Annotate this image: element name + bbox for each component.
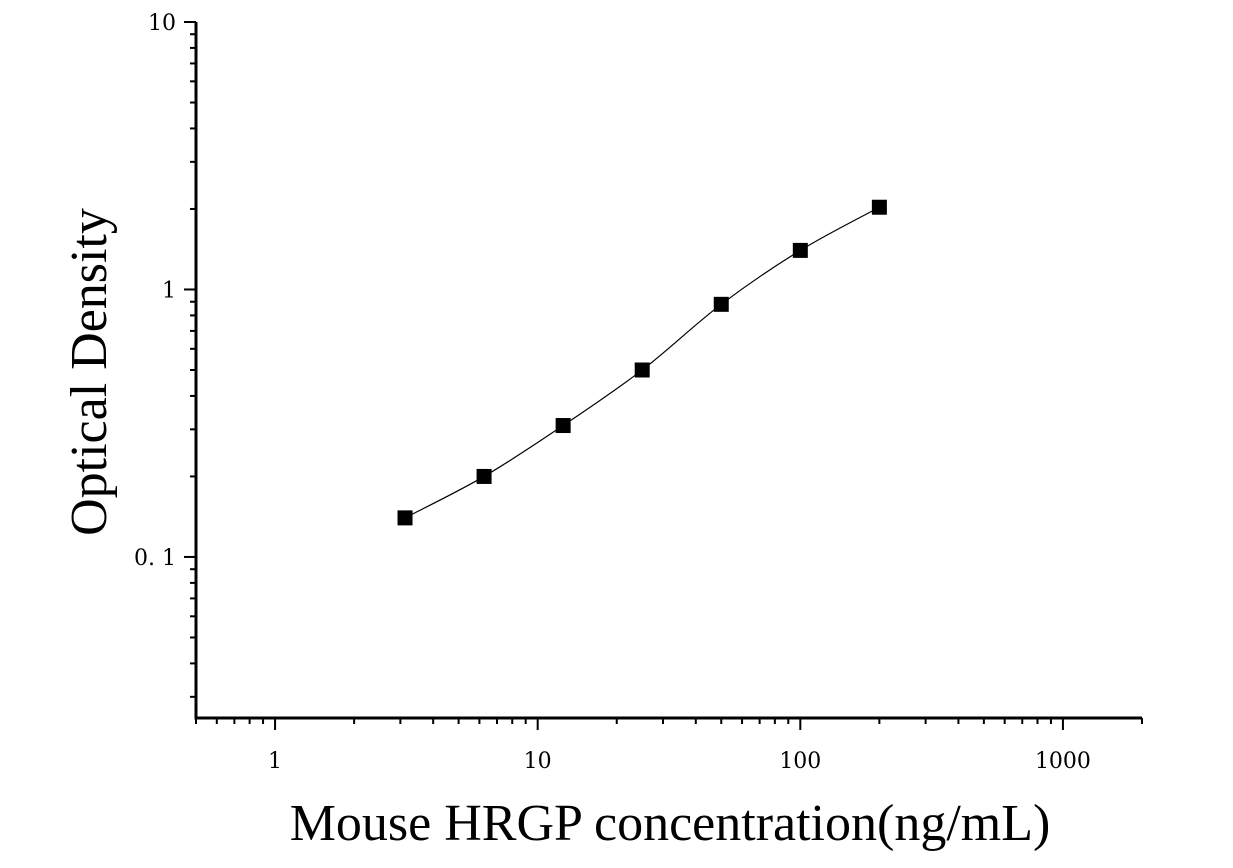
- x-tick-label: 1: [268, 749, 282, 774]
- x-tick-label: 1000: [1035, 749, 1091, 774]
- data-point: [634, 362, 650, 378]
- data-point: [792, 242, 808, 258]
- y-tick-label: 1: [162, 278, 176, 303]
- y-tick-label: 10: [148, 11, 176, 36]
- data-points: [397, 199, 887, 526]
- x-axis-title: Mouse HRGP concentration(ng/mL): [290, 795, 1051, 852]
- x-tick-label: 100: [779, 749, 821, 774]
- x-tick-label: 10: [524, 749, 552, 774]
- x-tick-labels: 1 10 100 1000: [268, 749, 1091, 774]
- data-point: [713, 296, 729, 312]
- axes: [194, 22, 1142, 720]
- x-ticks: [195, 718, 1143, 730]
- y-tick-label: 0. 1: [134, 546, 176, 571]
- y-ticks: [184, 21, 196, 698]
- y-tick-labels: 10 1 0. 1: [134, 11, 176, 571]
- data-point: [555, 418, 571, 434]
- y-axis-title: Optical Density: [61, 208, 118, 536]
- data-point: [476, 468, 492, 484]
- data-point: [397, 510, 413, 526]
- data-point: [871, 199, 887, 215]
